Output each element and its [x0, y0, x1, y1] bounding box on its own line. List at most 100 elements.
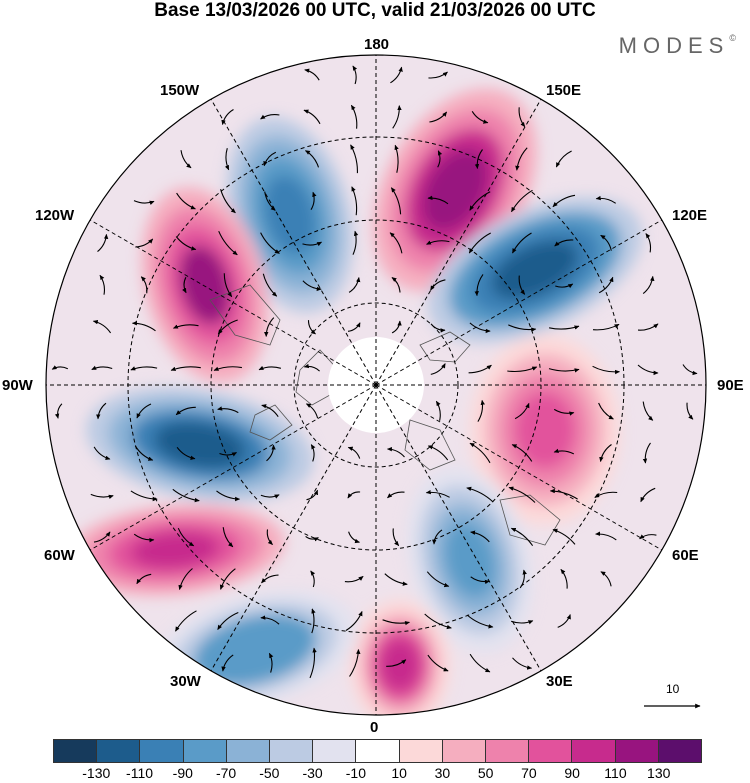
wind-vector — [430, 363, 446, 375]
wind-vector — [182, 277, 187, 294]
coastlines — [209, 284, 561, 546]
wind-vector — [221, 109, 234, 126]
wind-vector — [430, 279, 446, 291]
colorbar-tick-label: -110 — [126, 765, 154, 781]
wind-vector — [305, 535, 319, 542]
wind-vector — [213, 366, 242, 371]
wind-vector — [471, 111, 489, 124]
map-boundary — [45, 54, 707, 716]
wind-vector — [93, 531, 111, 543]
wind-vector — [97, 233, 109, 253]
colorbar-tick-label: -50 — [259, 765, 280, 781]
anomaly-contour — [492, 240, 578, 300]
lon-label-150e: 150E — [546, 82, 582, 99]
colorbar-tick-label: 110 — [604, 765, 627, 781]
wind-vector — [131, 321, 156, 332]
wind-vector — [349, 648, 361, 677]
meridian-line — [89, 384, 377, 551]
wind-vector — [519, 569, 527, 589]
meridian-line — [210, 98, 377, 386]
wind-vector — [219, 568, 236, 590]
wind-vector — [515, 147, 528, 171]
wind-vector — [261, 574, 279, 584]
wind-vector — [217, 406, 239, 414]
wind-vector — [268, 652, 274, 673]
wind-vector — [645, 233, 652, 253]
wind-vector — [477, 399, 485, 422]
wind-vector — [224, 148, 230, 171]
wind-vector — [512, 232, 532, 254]
wind-vector — [508, 486, 536, 503]
wind-vector — [352, 65, 358, 85]
wind-vector — [427, 195, 449, 205]
lon-label-90e: 90E — [717, 377, 744, 394]
vector-scale-label: 10 — [666, 682, 680, 696]
wind-vector — [474, 149, 483, 170]
wind-vector — [266, 444, 276, 462]
wind-vector — [466, 614, 494, 629]
wind-vector — [553, 408, 575, 416]
colorbar-swatch — [97, 740, 141, 762]
wind-vector — [548, 368, 580, 373]
wind-vector — [175, 610, 197, 632]
wind-vector — [470, 576, 490, 585]
wind-vector — [600, 571, 612, 587]
anomaly-contour — [214, 626, 296, 674]
vector-scale: 10 — [640, 682, 710, 722]
colorbar-swatch — [54, 740, 98, 762]
wind-vector — [302, 280, 322, 292]
wind-vector — [511, 189, 533, 213]
chart-title: Base 13/03/2026 00 UTC, valid 21/03/2026… — [154, 0, 596, 21]
wind-vector — [91, 365, 113, 371]
lon-label-150w: 150W — [160, 82, 200, 99]
wind-vector — [176, 192, 196, 210]
vector-scale-arrow — [644, 703, 701, 709]
wind-vector — [552, 194, 576, 208]
wind-vector — [595, 531, 617, 541]
wind-vector — [599, 444, 612, 463]
wind-vector — [223, 273, 233, 298]
meridian-line — [89, 219, 377, 386]
wind-vector — [344, 575, 364, 583]
wind-vector — [686, 402, 694, 420]
wind-vector — [507, 366, 538, 373]
colorbar-swatch — [313, 740, 357, 762]
lon-label-30e: 30E — [546, 673, 573, 690]
colorbar-tick-label: 90 — [564, 765, 580, 781]
wind-vector — [425, 489, 450, 498]
wind-vector — [432, 529, 443, 545]
anomaly-contour — [179, 245, 231, 325]
wind-vector — [350, 144, 358, 174]
lon-label-60e: 60E — [672, 547, 699, 564]
colorbar-swatch — [270, 740, 314, 762]
wind-vector — [258, 365, 282, 371]
wind-vector — [595, 195, 617, 204]
wind-vector — [429, 111, 448, 123]
wind-vector — [427, 654, 449, 672]
wind-vector — [260, 615, 280, 625]
wind-vector — [260, 232, 280, 254]
wind-vector — [177, 527, 195, 547]
lon-label-180: 180 — [364, 36, 390, 53]
anomaly-contour — [380, 639, 420, 691]
colorbar-tick-label: 50 — [477, 765, 494, 781]
wind-vector — [220, 189, 236, 214]
wind-vector — [96, 402, 107, 420]
wind-vector — [391, 320, 402, 334]
wind-vector — [348, 531, 360, 544]
wind-vector — [430, 323, 446, 333]
wind-vector — [469, 442, 491, 464]
wind-vector — [303, 109, 321, 125]
wind-vector — [474, 274, 484, 297]
wind-vector — [347, 491, 361, 499]
wind-vector — [637, 364, 659, 376]
wind-vector — [384, 573, 408, 586]
colorbar-swatch — [572, 740, 616, 762]
wind-vector — [310, 570, 316, 588]
wind-vector — [222, 527, 234, 548]
wind-vector — [518, 107, 526, 128]
wind-vector — [598, 402, 614, 420]
meridian-line — [375, 384, 663, 551]
wind-vector — [518, 275, 526, 295]
